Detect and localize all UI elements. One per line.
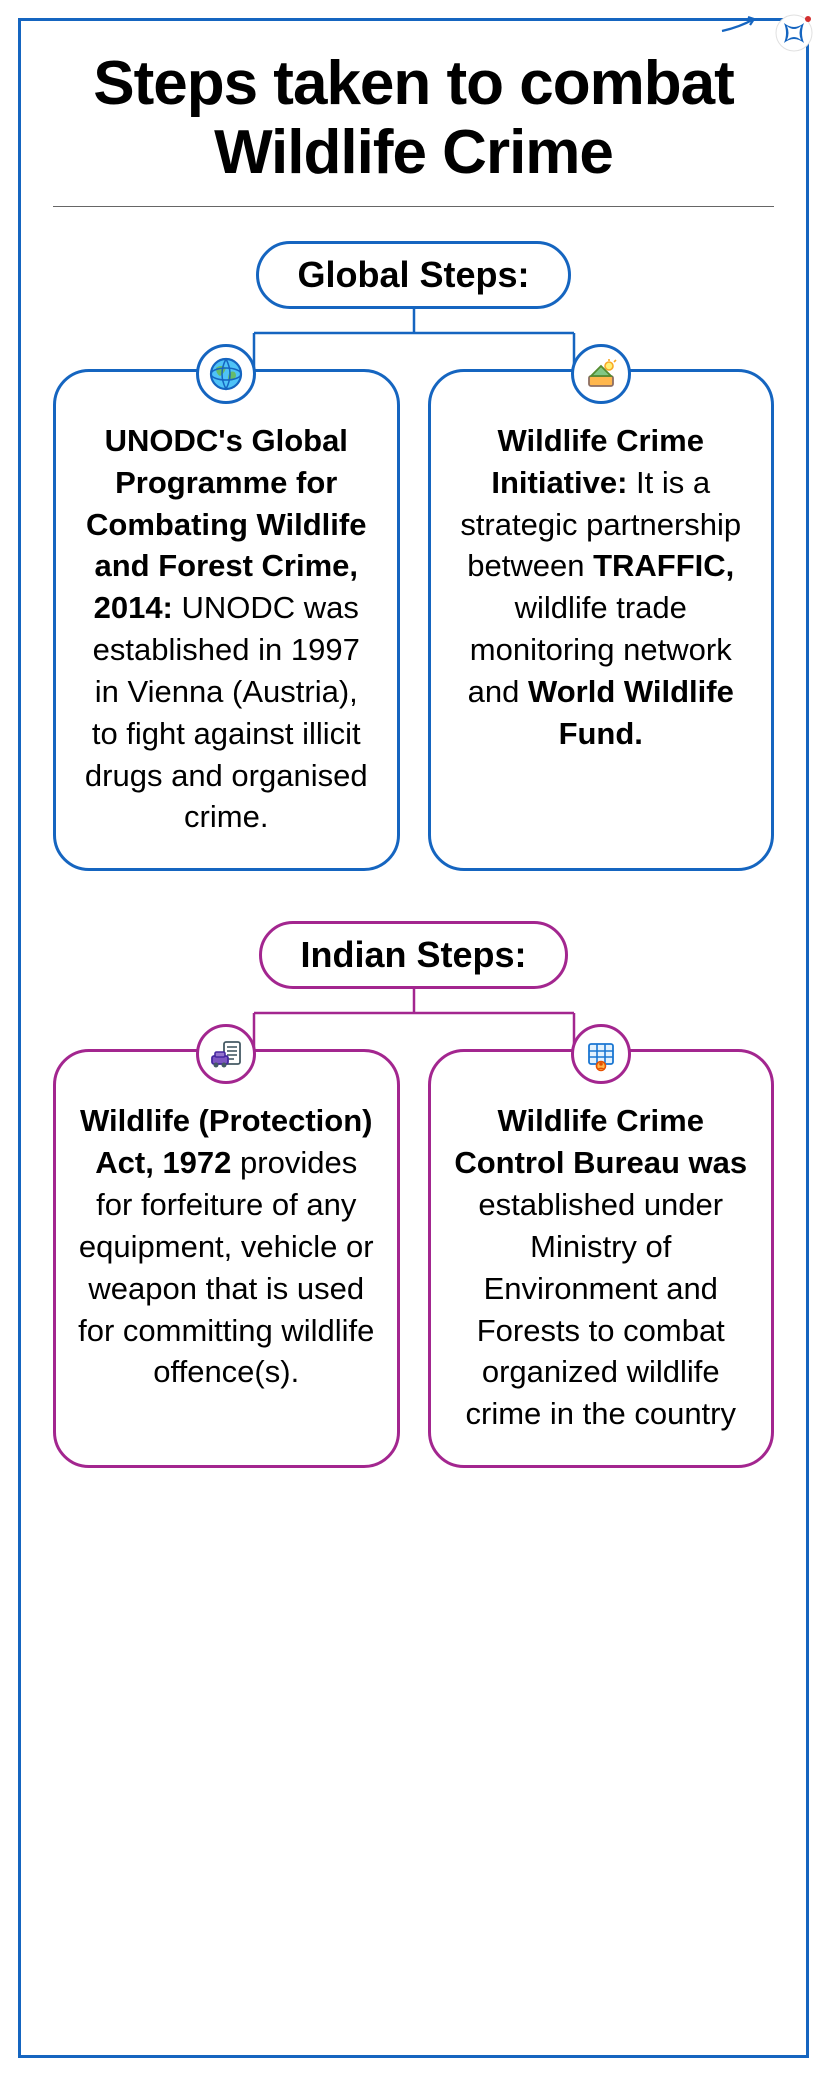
bureau-icon (571, 1024, 631, 1084)
indian-card-wccb: Wildlife Crime Control Bureau was establ… (428, 1049, 775, 1468)
global-section-header: Global Steps: (256, 241, 570, 309)
global-header-wrap: Global Steps: (43, 241, 784, 309)
indian-section-header: Indian Steps: (259, 921, 567, 989)
card-bold-text: Wildlife Crime Control Bureau was (454, 1103, 747, 1180)
global-card-unodc: UNODC's Global Programme for Combating W… (53, 369, 400, 871)
page-title: Steps taken to combat Wildlife Crime (43, 49, 784, 188)
global-cards-row: UNODC's Global Programme for Combating W… (43, 369, 784, 871)
card-rest-text: established under Ministry of Environmen… (466, 1187, 737, 1431)
globe-icon (196, 344, 256, 404)
indian-card-wpa-text: Wildlife (Protection) Act, 1972 provides… (78, 1100, 375, 1393)
card-bold-text: TRAFFIC, (593, 548, 734, 583)
title-underline (53, 206, 774, 207)
card-bold-text: World Wildlife Fund. (528, 674, 734, 751)
indian-card-wpa: Wildlife (Protection) Act, 1972 provides… (53, 1049, 400, 1468)
card-rest-text: provides for forfeiture of any equipment… (78, 1145, 374, 1389)
partnership-icon (571, 344, 631, 404)
global-card-unodc-text: UNODC's Global Programme for Combating W… (78, 420, 375, 838)
card-rest-text: UNODC was established in 1997 in Vienna … (85, 590, 368, 834)
indian-connector (43, 989, 784, 1049)
corner-logo (770, 9, 818, 57)
indian-card-wccb-text: Wildlife Crime Control Bureau was establ… (453, 1100, 750, 1435)
indian-cards-row: Wildlife (Protection) Act, 1972 provides… (43, 1049, 784, 1468)
global-card-wci: Wildlife Crime Initiative: It is a strat… (428, 369, 775, 871)
document-car-icon (196, 1024, 256, 1084)
global-card-wci-text: Wildlife Crime Initiative: It is a strat… (453, 420, 750, 755)
outer-frame: Steps taken to combat Wildlife Crime Glo… (18, 18, 809, 2058)
indian-header-wrap: Indian Steps: (43, 921, 784, 989)
arrow-decoration (720, 13, 760, 33)
global-connector (43, 309, 784, 369)
